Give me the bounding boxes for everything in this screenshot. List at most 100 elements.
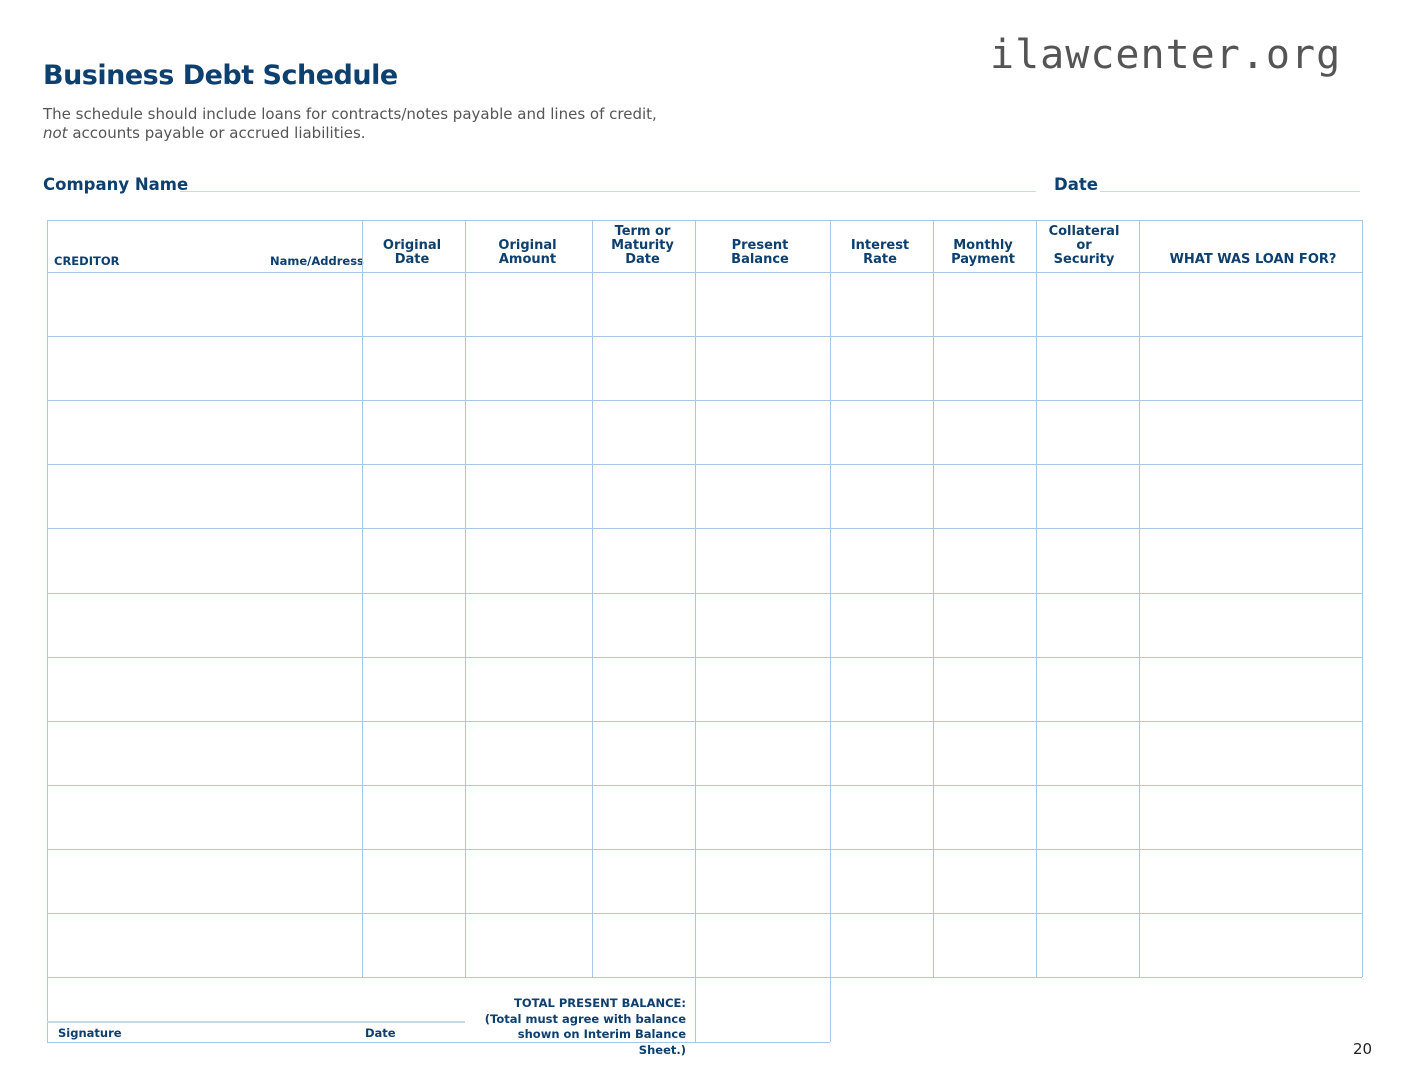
table-cell[interactable] — [48, 594, 362, 656]
table-cell[interactable] — [831, 337, 933, 399]
table-cell[interactable] — [466, 401, 592, 463]
table-cell[interactable] — [1140, 465, 1362, 527]
table-cell[interactable] — [696, 594, 830, 656]
table-cell[interactable] — [696, 273, 830, 335]
table-cell[interactable] — [48, 658, 362, 720]
table-cell[interactable] — [363, 786, 465, 848]
table-cell[interactable] — [831, 914, 933, 976]
table-cell[interactable] — [831, 594, 933, 656]
company-name-field[interactable] — [180, 191, 1036, 192]
table-cell[interactable] — [831, 465, 933, 527]
table-cell[interactable] — [696, 914, 830, 976]
table-cell[interactable] — [1037, 273, 1139, 335]
table-cell[interactable] — [1140, 594, 1362, 656]
table-cell[interactable] — [48, 529, 362, 591]
table-cell[interactable] — [593, 337, 695, 399]
table-cell[interactable] — [363, 401, 465, 463]
table-cell[interactable] — [831, 401, 933, 463]
table-cell[interactable] — [48, 273, 362, 335]
table-cell[interactable] — [1037, 594, 1139, 656]
table-cell[interactable] — [466, 914, 592, 976]
table-cell[interactable] — [1140, 658, 1362, 720]
table-cell[interactable] — [1140, 850, 1362, 912]
table-cell[interactable] — [934, 273, 1036, 335]
table-cell[interactable] — [1140, 786, 1362, 848]
table-cell[interactable] — [363, 722, 465, 784]
table-cell[interactable] — [696, 722, 830, 784]
table-cell[interactable] — [466, 529, 592, 591]
table-cell[interactable] — [1037, 914, 1139, 976]
table-cell[interactable] — [466, 786, 592, 848]
table-cell[interactable] — [831, 658, 933, 720]
table-cell[interactable] — [466, 722, 592, 784]
table-cell[interactable] — [466, 273, 592, 335]
table-cell[interactable] — [48, 337, 362, 399]
table-cell[interactable] — [48, 786, 362, 848]
date-field[interactable] — [1100, 191, 1360, 192]
table-cell[interactable] — [934, 401, 1036, 463]
table-cell[interactable] — [593, 273, 695, 335]
table-cell[interactable] — [1140, 337, 1362, 399]
table-cell[interactable] — [696, 850, 830, 912]
table-cell[interactable] — [593, 914, 695, 976]
table-cell[interactable] — [48, 401, 362, 463]
table-cell[interactable] — [466, 850, 592, 912]
table-cell[interactable] — [593, 529, 695, 591]
table-cell[interactable] — [363, 850, 465, 912]
table-cell[interactable] — [593, 850, 695, 912]
table-cell[interactable] — [934, 337, 1036, 399]
table-cell[interactable] — [593, 722, 695, 784]
table-cell[interactable] — [1140, 529, 1362, 591]
table-cell[interactable] — [1037, 401, 1139, 463]
table-cell[interactable] — [831, 529, 933, 591]
table-cell[interactable] — [696, 529, 830, 591]
table-cell[interactable] — [831, 722, 933, 784]
table-cell[interactable] — [363, 914, 465, 976]
table-cell[interactable] — [831, 786, 933, 848]
table-cell[interactable] — [1037, 786, 1139, 848]
table-cell[interactable] — [363, 273, 465, 335]
table-cell[interactable] — [1140, 401, 1362, 463]
table-cell[interactable] — [1037, 722, 1139, 784]
table-cell[interactable] — [1037, 850, 1139, 912]
table-cell[interactable] — [48, 465, 362, 527]
table-cell[interactable] — [1140, 914, 1362, 976]
table-cell[interactable] — [934, 722, 1036, 784]
table-cell[interactable] — [48, 722, 362, 784]
table-cell[interactable] — [1140, 722, 1362, 784]
table-cell[interactable] — [696, 465, 830, 527]
table-cell[interactable] — [831, 850, 933, 912]
table-cell[interactable] — [1140, 273, 1362, 335]
total-present-balance-field[interactable] — [696, 978, 829, 1041]
signature-line[interactable] — [47, 1021, 465, 1023]
table-cell[interactable] — [593, 594, 695, 656]
table-cell[interactable] — [831, 273, 933, 335]
table-cell[interactable] — [934, 850, 1036, 912]
table-cell[interactable] — [696, 658, 830, 720]
table-cell[interactable] — [696, 786, 830, 848]
table-cell[interactable] — [934, 786, 1036, 848]
table-cell[interactable] — [593, 786, 695, 848]
table-cell[interactable] — [934, 658, 1036, 720]
table-cell[interactable] — [466, 337, 592, 399]
table-cell[interactable] — [466, 594, 592, 656]
table-cell[interactable] — [363, 658, 465, 720]
table-cell[interactable] — [934, 529, 1036, 591]
table-cell[interactable] — [593, 658, 695, 720]
table-cell[interactable] — [1037, 465, 1139, 527]
table-cell[interactable] — [1037, 337, 1139, 399]
table-cell[interactable] — [363, 465, 465, 527]
table-cell[interactable] — [696, 337, 830, 399]
table-cell[interactable] — [1037, 658, 1139, 720]
table-cell[interactable] — [466, 658, 592, 720]
table-cell[interactable] — [363, 337, 465, 399]
table-cell[interactable] — [934, 465, 1036, 527]
table-cell[interactable] — [1037, 529, 1139, 591]
table-cell[interactable] — [363, 594, 465, 656]
table-cell[interactable] — [466, 465, 592, 527]
table-cell[interactable] — [363, 529, 465, 591]
table-cell[interactable] — [593, 401, 695, 463]
table-cell[interactable] — [934, 594, 1036, 656]
table-cell[interactable] — [696, 401, 830, 463]
table-cell[interactable] — [48, 850, 362, 912]
